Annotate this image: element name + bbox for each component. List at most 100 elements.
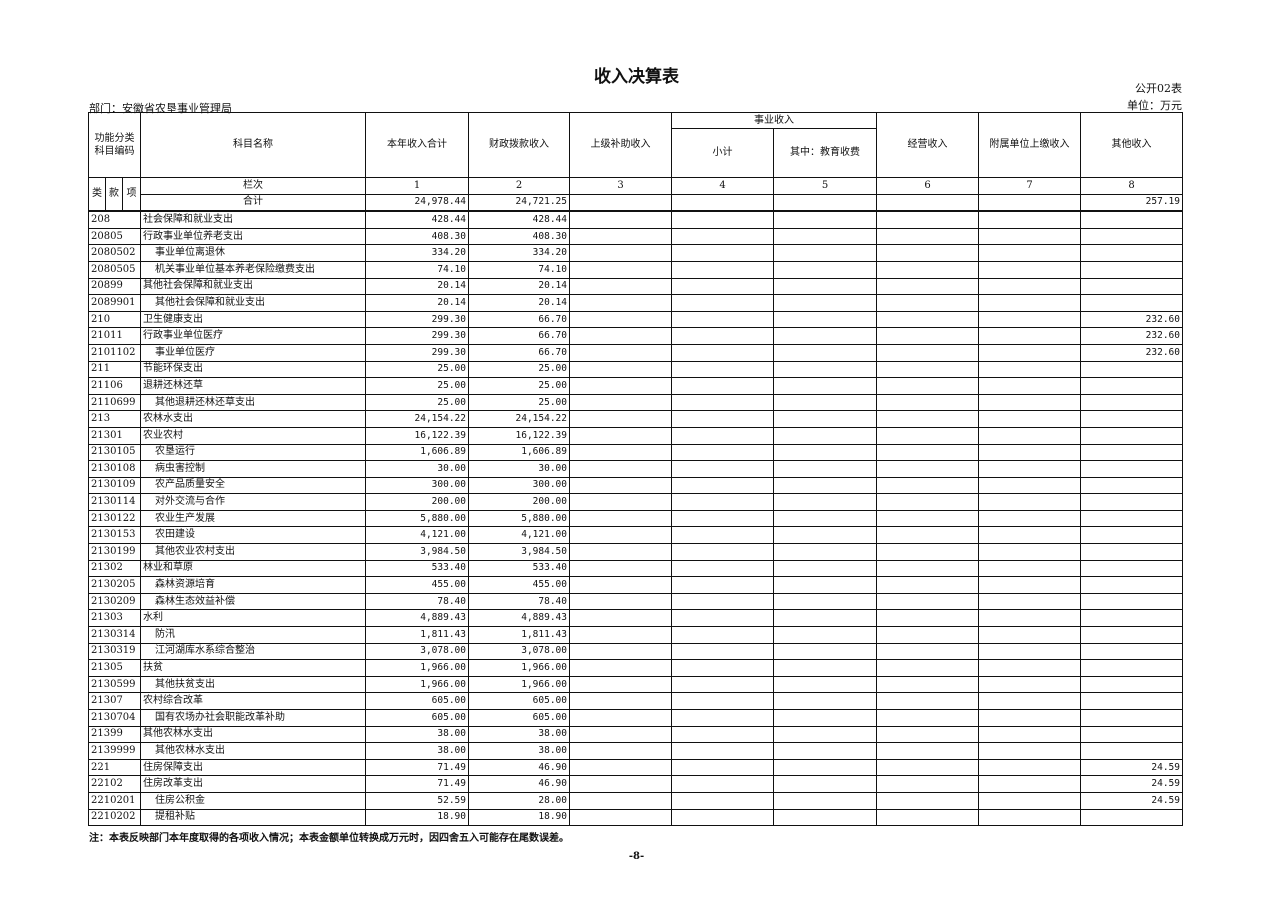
row-name: 其他农林水支出 — [140, 725, 366, 744]
table-row: 2130704 国有农场办社会职能改革补助 605.00 605.00 — [88, 709, 1183, 727]
column-index: 5 — [773, 177, 877, 195]
row-c6 — [876, 775, 979, 793]
row-code: 2130108 — [88, 460, 141, 478]
row-c3 — [569, 360, 672, 379]
column-index: 1 — [365, 177, 469, 195]
row-c5 — [773, 642, 877, 661]
row-c8 — [1080, 559, 1183, 578]
row-c3 — [569, 310, 672, 329]
row-code: 2130199 — [88, 543, 141, 561]
row-c4 — [671, 426, 774, 445]
row-code: 2210201 — [88, 791, 141, 810]
row-c1: 78.40 — [365, 592, 469, 611]
row-code: 21301 — [88, 426, 141, 445]
row-c3 — [569, 742, 672, 760]
header-c3: 上级补助收入 — [569, 112, 672, 178]
row-c3 — [569, 592, 672, 611]
row-c3 — [569, 725, 672, 744]
row-c4 — [671, 460, 774, 478]
total-c3 — [569, 193, 672, 212]
row-c1: 605.00 — [365, 709, 469, 727]
table-row: 211 节能环保支出 25.00 25.00 — [88, 360, 1183, 379]
row-c7 — [978, 709, 1081, 727]
row-code: 2110699 — [88, 393, 141, 412]
row-name: 住房公积金 — [140, 791, 366, 810]
row-c1: 38.00 — [365, 725, 469, 744]
table-row: 2110699 其他退耕还林还草支出 25.00 25.00 — [88, 393, 1183, 412]
row-code: 213 — [88, 410, 141, 428]
row-c8: 24.59 — [1080, 758, 1183, 777]
row-c7 — [978, 758, 1081, 777]
row-c3 — [569, 576, 672, 594]
row-c3 — [569, 210, 672, 229]
row-c6 — [876, 543, 979, 561]
row-c4 — [671, 244, 774, 262]
row-name: 其他农业农村支出 — [140, 543, 366, 561]
row-c6 — [876, 659, 979, 677]
table-row: 2210201 住房公积金 52.59 28.00 24.59 — [88, 791, 1183, 810]
row-c1: 605.00 — [365, 692, 469, 710]
row-c5 — [773, 210, 877, 229]
department-label: 部门：安徽省农垦事业管理局 — [89, 102, 232, 115]
row-c8 — [1080, 377, 1183, 395]
row-c7 — [978, 210, 1081, 229]
row-c5 — [773, 725, 877, 744]
row-c7 — [978, 327, 1081, 345]
row-c7 — [978, 592, 1081, 611]
total-c5 — [773, 193, 877, 212]
header-lei: 类 — [88, 177, 106, 212]
row-c6 — [876, 393, 979, 412]
row-c4 — [671, 775, 774, 793]
row-c5 — [773, 277, 877, 296]
row-c1: 1,811.43 — [365, 626, 469, 644]
row-c1: 200.00 — [365, 493, 469, 511]
row-c3 — [569, 659, 672, 677]
row-c3 — [569, 509, 672, 528]
row-c4 — [671, 393, 774, 412]
row-c6 — [876, 692, 979, 710]
row-c1: 4,121.00 — [365, 526, 469, 545]
row-c7 — [978, 509, 1081, 528]
row-name: 事业单位医疗 — [140, 343, 366, 362]
row-c8 — [1080, 526, 1183, 545]
header-c2: 财政拨款收入 — [468, 112, 570, 178]
row-c5 — [773, 410, 877, 428]
row-name: 机关事业单位基本养老保险缴费支出 — [140, 260, 366, 279]
row-c2: 30.00 — [468, 460, 570, 478]
row-c5 — [773, 775, 877, 793]
row-c6 — [876, 310, 979, 329]
row-code: 2101102 — [88, 343, 141, 362]
row-c7 — [978, 609, 1081, 628]
row-c2: 300.00 — [468, 476, 570, 495]
row-c1: 300.00 — [365, 476, 469, 495]
row-c6 — [876, 725, 979, 744]
row-code: 21399 — [88, 725, 141, 744]
row-code: 2130105 — [88, 443, 141, 462]
row-c7 — [978, 377, 1081, 395]
row-c2: 38.00 — [468, 742, 570, 760]
row-c8 — [1080, 493, 1183, 511]
total-c4 — [671, 193, 774, 212]
table-row: 2080502 事业单位离退休 334.20 334.20 — [88, 244, 1183, 262]
row-c4 — [671, 725, 774, 744]
row-code: 2080505 — [88, 260, 141, 279]
row-c5 — [773, 294, 877, 312]
row-c4 — [671, 642, 774, 661]
row-c8 — [1080, 642, 1183, 661]
row-c2: 66.70 — [468, 343, 570, 362]
row-c4 — [671, 626, 774, 644]
row-c6 — [876, 675, 979, 694]
row-c8 — [1080, 509, 1183, 528]
row-code: 2130314 — [88, 626, 141, 644]
row-c3 — [569, 642, 672, 661]
unit-label: 单位：万元 — [1127, 99, 1182, 112]
total-c8: 257.19 — [1080, 193, 1183, 212]
row-c2: 25.00 — [468, 377, 570, 395]
row-c1: 533.40 — [365, 559, 469, 578]
row-code: 2210202 — [88, 808, 141, 827]
row-c8 — [1080, 626, 1183, 644]
row-c2: 18.90 — [468, 808, 570, 827]
row-c3 — [569, 675, 672, 694]
row-code: 2130153 — [88, 526, 141, 545]
row-c5 — [773, 675, 877, 694]
